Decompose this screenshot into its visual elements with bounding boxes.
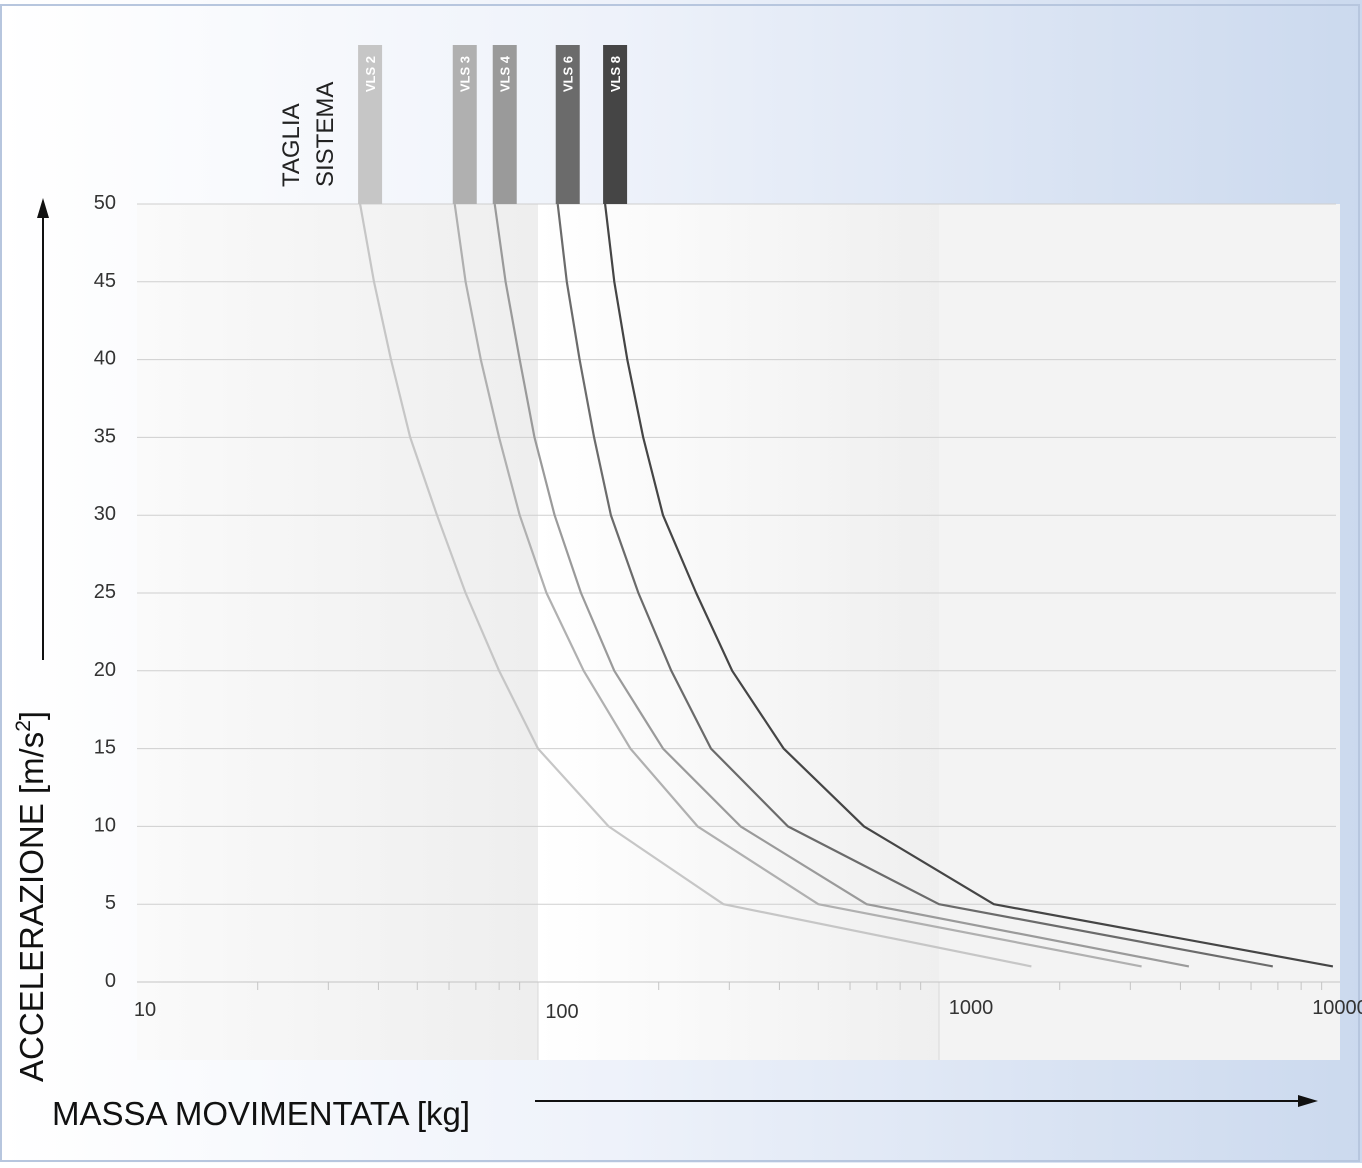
series-layer (359, 203, 1334, 968)
x-axis-label: MASSA MOVIMENTATA [kg] (52, 1095, 470, 1132)
x-axis-arrowhead (1298, 1095, 1318, 1107)
y-tick-label: 5 (105, 892, 116, 914)
frame-border (0, 4, 1360, 1162)
legend-label: VLS 6 (561, 56, 576, 92)
legend-swatch (452, 45, 477, 204)
legend-label: VLS 8 (608, 56, 623, 92)
y-tick-label: 40 (94, 348, 116, 370)
legend-label: VLS 4 (498, 55, 513, 92)
legend-layer: VLS 2 VLS 3 VLS 4 VLS 6 VLS 8 (358, 45, 628, 204)
y-tick-label: 20 (94, 659, 116, 681)
y-tick-label: 30 (94, 503, 116, 525)
x-tick-label: 10 (134, 999, 156, 1021)
plot-panel-mid (538, 204, 939, 1060)
x-tick-label: 10000 (1312, 997, 1362, 1019)
y-axis-label: ACCELERAZIONE [m/s2] (12, 711, 50, 1082)
legend-label: VLS 3 (458, 56, 473, 92)
series-line (493, 203, 1190, 968)
y-tick-label: 10 (94, 814, 116, 836)
legend-title-line-2: SISTEMA (312, 82, 339, 187)
series-line (359, 203, 1032, 968)
y-tick-label: 15 (94, 737, 116, 759)
y-tick-label: 35 (94, 425, 116, 447)
legend-swatch (492, 45, 517, 204)
x-tick-label: 100 (545, 1001, 578, 1023)
plot-panel-left (137, 204, 538, 1060)
x-tick-layer: 10 100 1000 10000 (134, 982, 1362, 1023)
y-tick-label: 45 (94, 270, 116, 292)
series-line (604, 203, 1334, 968)
legend-swatch (603, 45, 628, 204)
legend-title-line-1: TAGLIA (278, 103, 305, 187)
y-tick-label: 50 (94, 192, 116, 214)
legend-label: VLS 2 (363, 56, 378, 92)
legend-swatch (358, 45, 383, 204)
series-line (453, 203, 1142, 968)
legend-swatch (555, 45, 580, 204)
y-axis-arrowhead (37, 198, 49, 218)
series-line (556, 203, 1274, 968)
y-tick-label: 25 (94, 581, 116, 603)
x-tick-label: 1000 (949, 997, 994, 1019)
grid-layer: 0 5 10 15 20 25 30 35 40 45 50 (94, 192, 1340, 992)
y-tick-label: 0 (105, 970, 116, 992)
